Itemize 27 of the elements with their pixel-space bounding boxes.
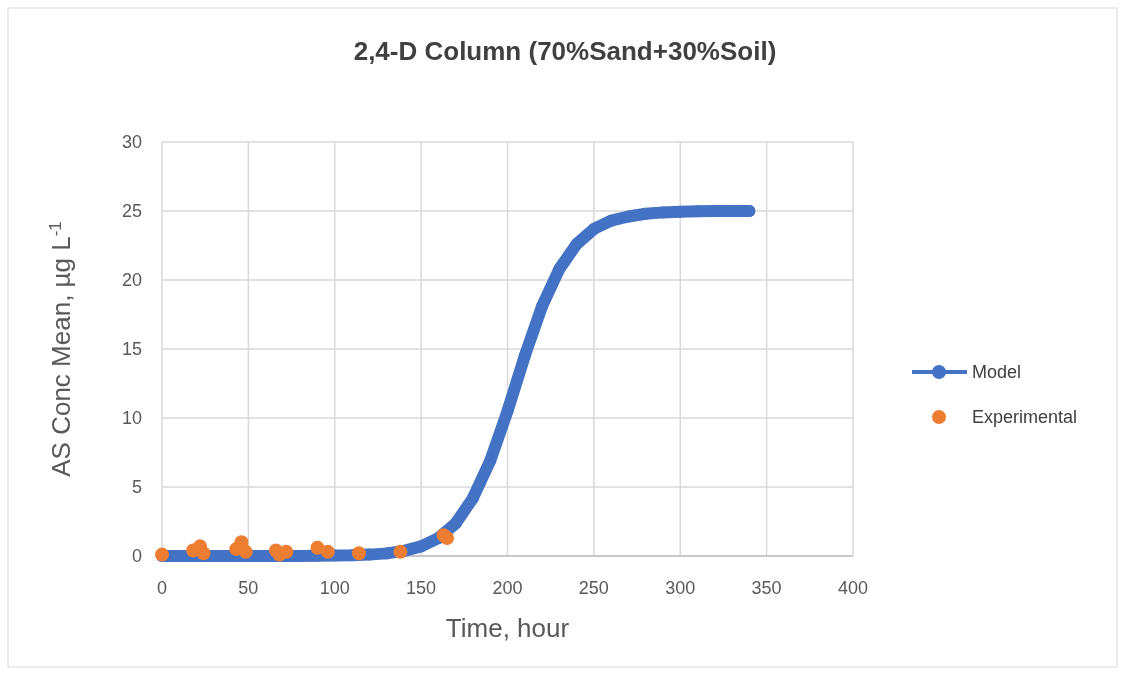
point <box>196 546 211 561</box>
x-tick-label: 300 <box>665 578 696 598</box>
x-axis-title: Time, hour <box>445 613 570 643</box>
y-tick-label: 5 <box>131 477 142 497</box>
y-tick-label: 0 <box>131 546 142 566</box>
point <box>440 531 455 546</box>
chart-title: 2,4-D Column (70%Sand+30%Soil) <box>353 36 777 66</box>
x-tick-label: 400 <box>837 578 869 598</box>
x-tick-label: 50 <box>238 578 259 598</box>
x-tick-label: 250 <box>578 578 609 598</box>
y-tick-label: 25 <box>121 201 142 221</box>
y-tick-label: 10 <box>121 408 142 428</box>
x-tick-label: 0 <box>156 578 168 598</box>
point <box>351 546 366 561</box>
point <box>320 544 335 559</box>
point <box>238 544 253 559</box>
legend-label: Experimental <box>972 407 1078 427</box>
point <box>279 544 294 559</box>
x-tick-label: 200 <box>492 578 523 598</box>
legend-label: Model <box>972 362 1022 382</box>
x-tick-label: 350 <box>751 578 782 598</box>
y-tick-label: 15 <box>121 339 142 359</box>
y-tick-label: 20 <box>121 270 142 290</box>
point <box>393 544 408 559</box>
x-tick-label: 100 <box>319 578 350 598</box>
x-tick-label: 150 <box>406 578 437 598</box>
y-tick-label: 30 <box>121 132 142 152</box>
